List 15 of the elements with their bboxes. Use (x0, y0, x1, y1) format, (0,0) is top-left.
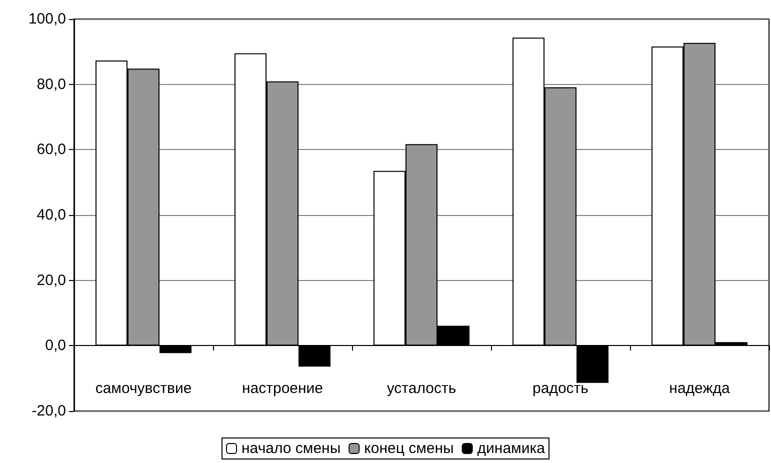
legend-label: начало смены (242, 440, 341, 457)
y-tick-label: 100,0 (28, 10, 66, 28)
x-tick-label: радость (532, 380, 589, 397)
y-tick-label: 20,0 (36, 272, 66, 289)
x-tick-label: надежда (669, 380, 730, 397)
y-tick-label: 60,0 (36, 141, 66, 158)
y-tick-label: -20,0 (32, 402, 66, 420)
y-tick-label: 0,0 (45, 337, 66, 354)
x-tick-label: усталость (386, 380, 456, 397)
y-tick-label: 40,0 (36, 206, 66, 224)
y-tick-label: 80,0 (36, 76, 66, 93)
legend-label: конец смены (364, 440, 454, 457)
x-tick-label: настроение (242, 380, 324, 397)
x-tick-label: самочувствие (95, 380, 192, 397)
legend-label: динамика (477, 440, 546, 457)
